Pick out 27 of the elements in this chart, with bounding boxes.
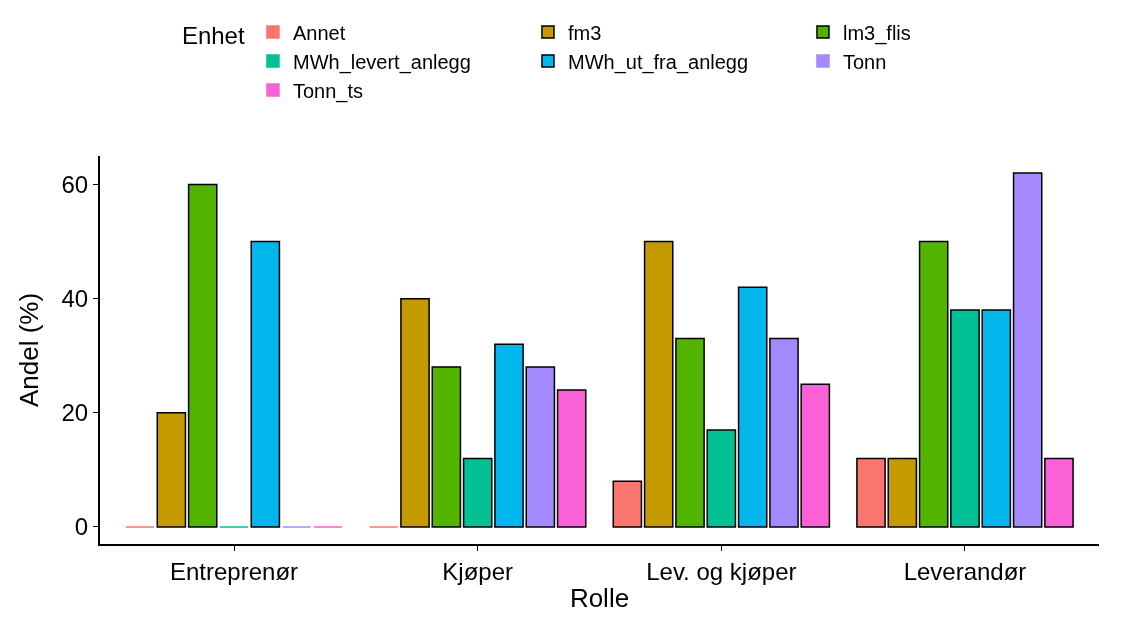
bar (1012, 172, 1043, 528)
legend-label: fm3 (567, 21, 602, 44)
x-tick-label: Lev. og kjøper (646, 557, 797, 585)
y-tick-label: 40 (61, 285, 89, 313)
y-tick-label: 20 (61, 399, 89, 427)
x-tick-label: Entreprenør (169, 557, 299, 585)
bar (431, 366, 462, 528)
bar (556, 389, 587, 528)
bar (612, 480, 643, 528)
bar (1044, 457, 1074, 528)
x-axis-title: Rolle (569, 583, 630, 613)
bar (156, 412, 187, 528)
legend-label: lm3_flis (842, 21, 911, 45)
x-tick-label: Leverandør (903, 557, 1027, 585)
x-tick-label: Kjøper (442, 557, 514, 585)
legend-label: Annet (292, 21, 346, 44)
y-tick-label: 60 (61, 170, 89, 198)
legend-label: MWh_levert_anlegg (292, 50, 471, 74)
legend-label: Tonn (842, 50, 887, 73)
bar (250, 240, 281, 528)
bar (400, 297, 430, 528)
y-axis-title: Andel (%) (14, 292, 45, 408)
legend-title: Enhet (181, 21, 245, 49)
legend-label: Tonn_ts (292, 79, 364, 103)
y-tick-label: 0 (74, 513, 89, 541)
bar (187, 183, 218, 528)
legend-label: MWh_ut_fra_anlegg (567, 50, 749, 74)
